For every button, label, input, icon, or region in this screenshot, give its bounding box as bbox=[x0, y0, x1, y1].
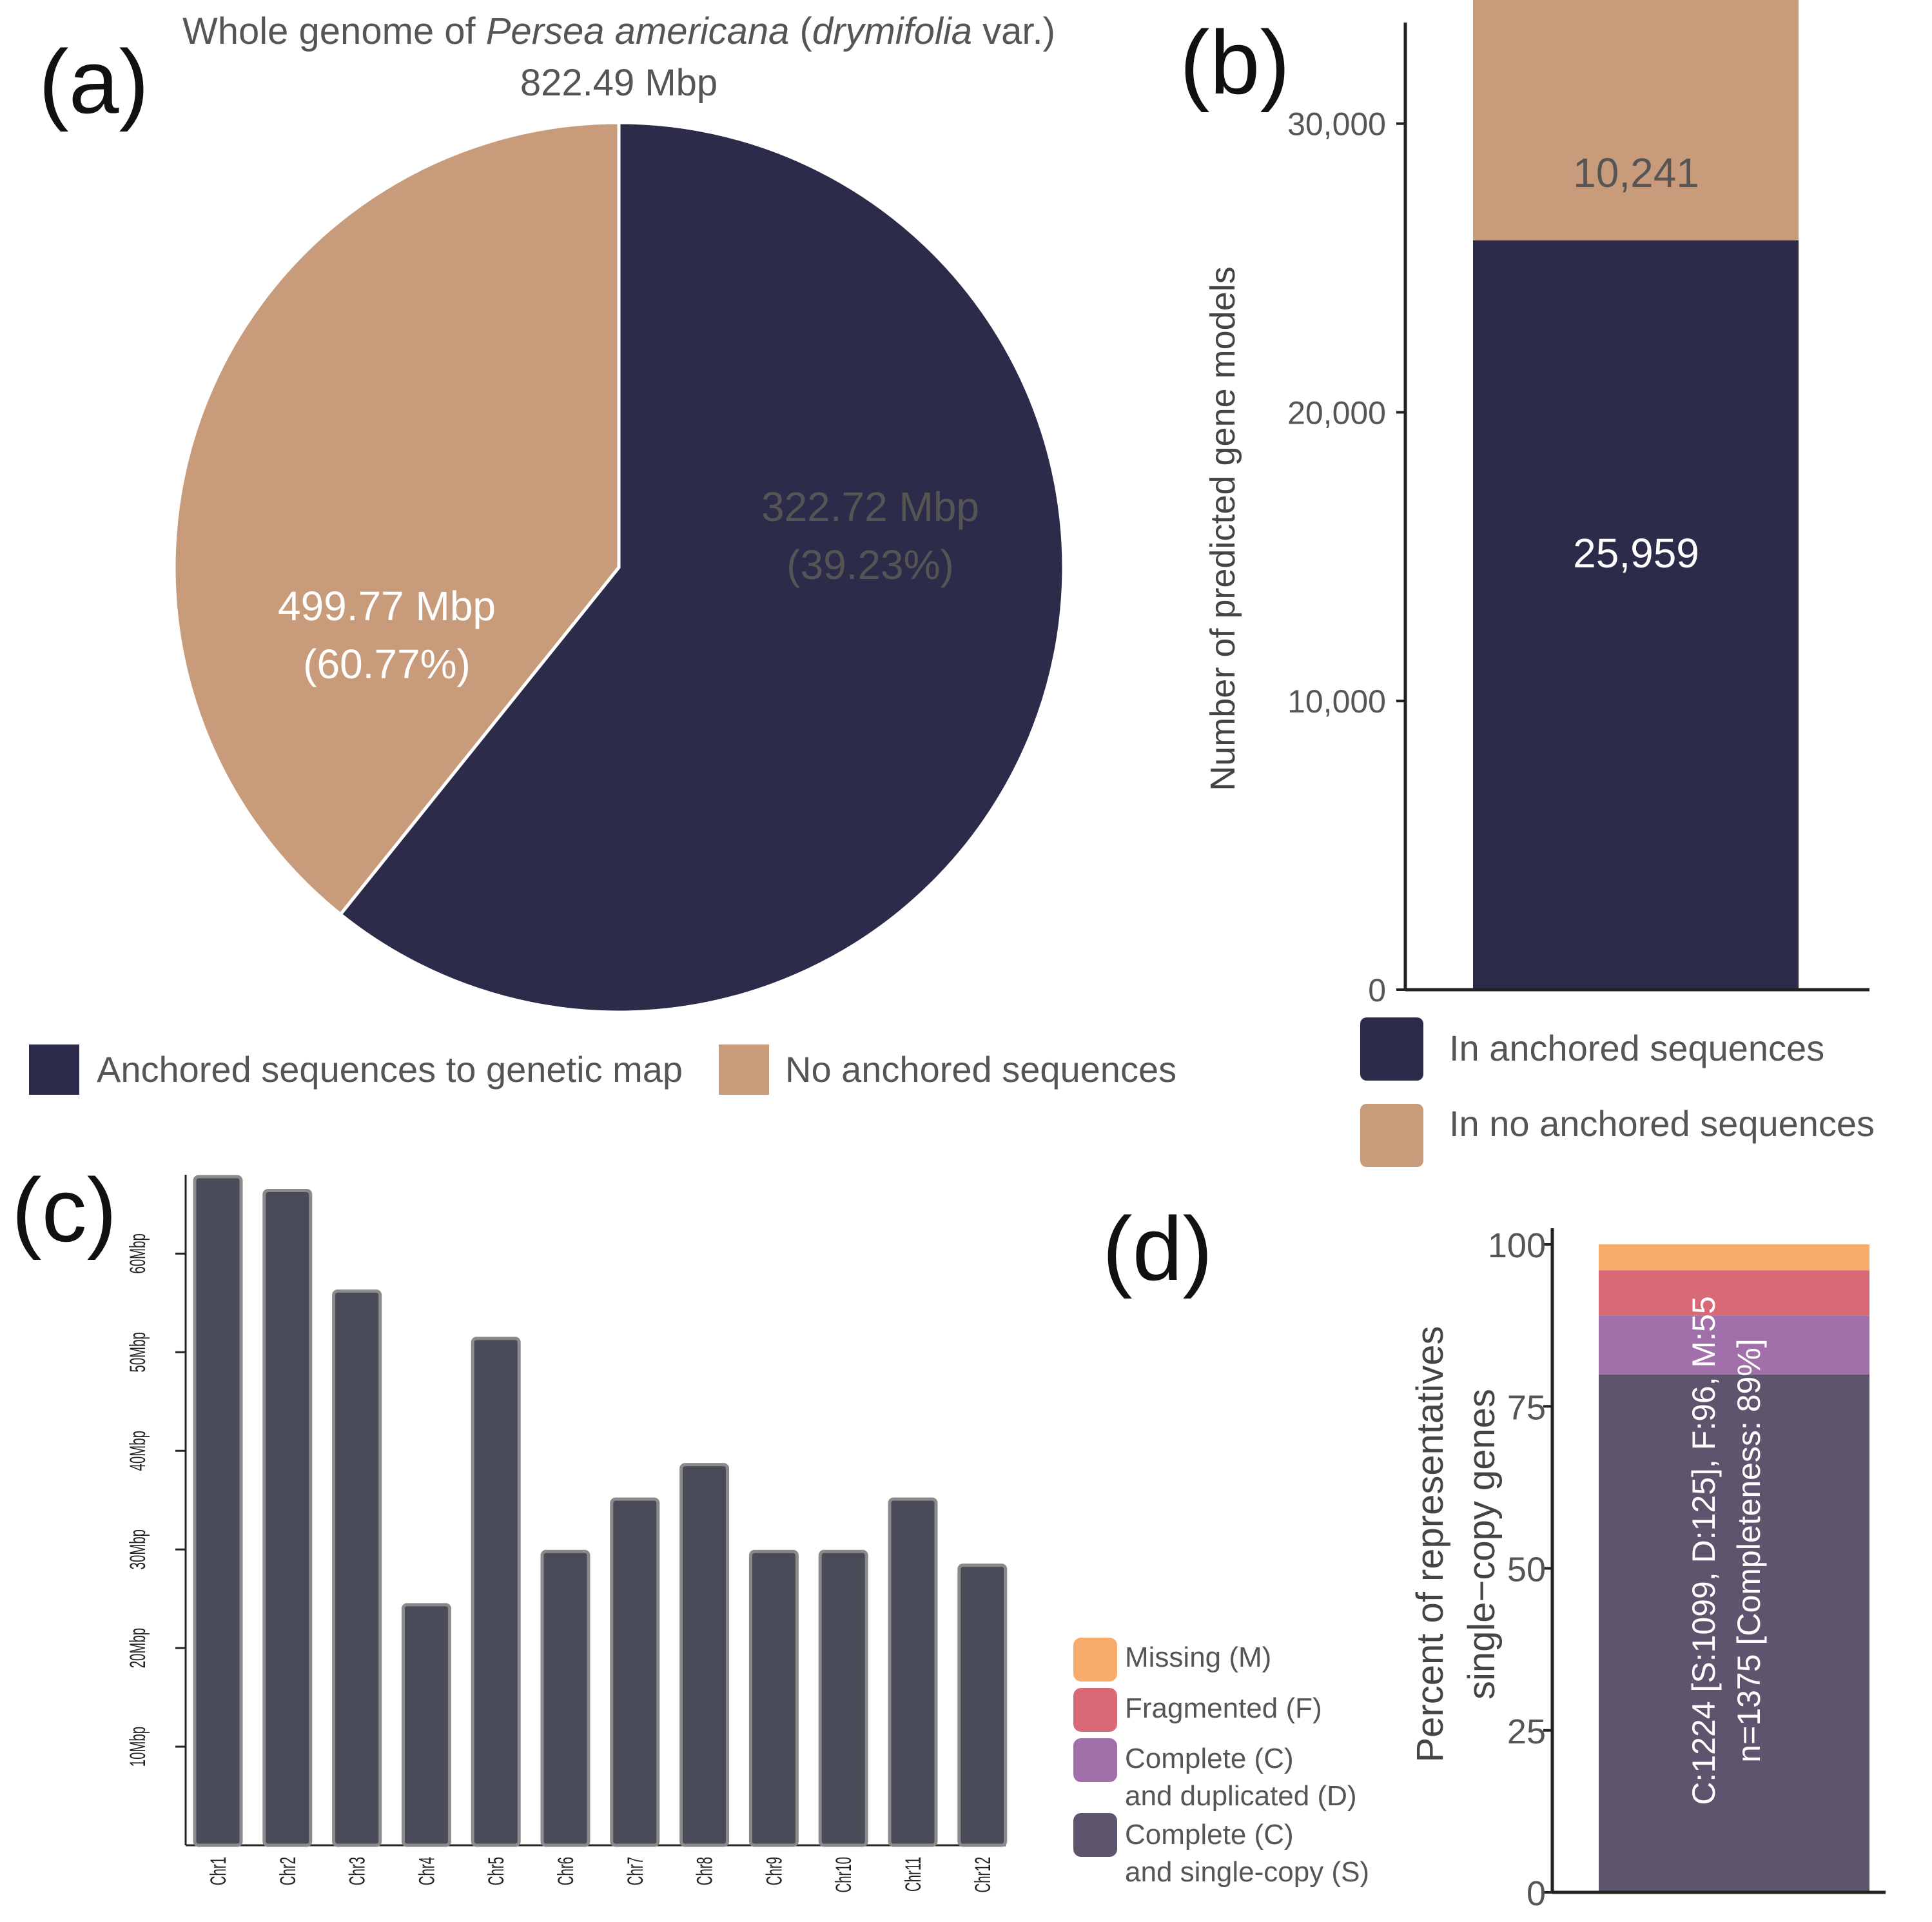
c-bar-chr11 bbox=[888, 1497, 938, 1847]
b-bar-label-unanchored: 10,241 bbox=[1573, 150, 1699, 196]
d-legend-label-fragmented: Fragmented (F) bbox=[1125, 1692, 1322, 1724]
c-y-tick-label: 40Mbp bbox=[126, 1431, 150, 1471]
c-x-tick-label: Chr11 bbox=[901, 1857, 926, 1892]
c-bar-chr5 bbox=[471, 1337, 521, 1847]
pie-label-anchored-percent: (60.77%) bbox=[303, 641, 471, 687]
c-x-tick-label: Chr7 bbox=[623, 1857, 647, 1885]
d-y-axis-label-line1: Percent of representatives bbox=[1409, 1326, 1451, 1762]
c-x-tick-label: Chr2 bbox=[275, 1857, 300, 1885]
b-bar-label-anchored: 25,959 bbox=[1573, 530, 1699, 576]
d-legend-label-single-2: and single-copy (S) bbox=[1125, 1856, 1369, 1888]
d-legend-swatch-duplicated bbox=[1073, 1738, 1117, 1782]
c-x-tick-labels: Chr1 Chr2 Chr3 Chr4 Chr5 Chr6 Chr7 Chr8 Chr9 Chr1… bbox=[206, 1857, 995, 1893]
b-legend-swatch-unanchored bbox=[1360, 1104, 1423, 1167]
d-legend-label-duplicated-1: Complete (C) bbox=[1125, 1743, 1294, 1774]
panel-b-letter: (b) bbox=[1180, 12, 1290, 113]
c-x-tick-label: Chr4 bbox=[415, 1857, 439, 1885]
pie-label-anchored-mbp: 499.77 Mbp bbox=[278, 583, 496, 629]
panel-a-letter: (a) bbox=[39, 31, 149, 132]
b-y-axis-label: Number of predicted gene models bbox=[1204, 266, 1242, 790]
c-x-tick-label: Chr9 bbox=[762, 1857, 786, 1885]
c-y-tick-label: 60Mbp bbox=[126, 1233, 150, 1273]
legend-swatch-unanchored bbox=[719, 1044, 769, 1095]
c-y-ticks: 10Mbp 20Mbp 30Mbp 40Mbp 50Mbp 60Mbp bbox=[126, 1233, 186, 1767]
c-bar-chr9 bbox=[748, 1549, 799, 1847]
d-legend-label-duplicated-2: and duplicated (D) bbox=[1125, 1780, 1357, 1812]
c-bar-chr4 bbox=[401, 1603, 451, 1847]
c-bar-chr2 bbox=[262, 1188, 313, 1847]
d-legend-swatch-missing bbox=[1073, 1638, 1117, 1682]
c-chromosome-bars bbox=[193, 1175, 1008, 1847]
c-y-tick-label: 20Mbp bbox=[126, 1628, 150, 1668]
d-y-ticks: 0 25 50 75 100 bbox=[1488, 1226, 1552, 1913]
b-y-tick-label: 30,000 bbox=[1287, 106, 1386, 142]
c-x-tick-label: Chr10 bbox=[832, 1857, 856, 1893]
b-bar-segment-anchored bbox=[1473, 240, 1799, 990]
c-x-tick-label: Chr8 bbox=[692, 1857, 717, 1885]
d-y-tick-label: 25 bbox=[1507, 1712, 1546, 1751]
d-bar-segment-missing bbox=[1599, 1244, 1869, 1271]
b-legend-label-unanchored: In no anchored sequences bbox=[1449, 1103, 1875, 1144]
c-y-tick-label: 50Mbp bbox=[126, 1332, 150, 1372]
c-x-tick-label: Chr5 bbox=[484, 1857, 509, 1885]
panel-d: (d) 0 25 50 75 100 Percent of representative… bbox=[1073, 1198, 1886, 1913]
c-x-tick-label: Chr1 bbox=[206, 1857, 231, 1885]
d-y-tick-label: 100 bbox=[1488, 1226, 1546, 1265]
b-y-tick-label: 20,000 bbox=[1287, 395, 1386, 431]
pie-subtitle: 822.49 Mbp bbox=[520, 62, 717, 104]
d-bar-segment-single bbox=[1599, 1374, 1869, 1892]
d-y-axis-label-line2: single−copy genes bbox=[1461, 1389, 1503, 1700]
d-legend-swatch-fragmented bbox=[1073, 1688, 1117, 1732]
pie-slice-anchored bbox=[338, 121, 1066, 1014]
legend-label-anchored: Anchored sequences to genetic map bbox=[97, 1049, 683, 1090]
panel-b: (b) 0 10,000 20,000 30,000 Number of predic… bbox=[1180, 0, 1875, 1167]
c-bar-chr1 bbox=[193, 1175, 243, 1847]
pie-title: Whole genome of Persea americana (drymif… bbox=[182, 10, 1055, 52]
panel-a: (a) Whole genome of Persea americana (dr… bbox=[29, 10, 1176, 1095]
stacked-bar-genes bbox=[1473, 0, 1799, 990]
d-y-tick-label: 75 bbox=[1507, 1388, 1546, 1427]
panel-d-letter: (d) bbox=[1102, 1198, 1213, 1299]
c-bar-chr8 bbox=[679, 1463, 730, 1847]
legend-label-unanchored: No anchored sequences bbox=[785, 1049, 1176, 1090]
b-y-ticks: 0 10,000 20,000 30,000 bbox=[1287, 106, 1405, 1008]
d-bar-segment-fragmented bbox=[1599, 1270, 1869, 1316]
b-y-tick-label: 10,000 bbox=[1287, 683, 1386, 720]
c-x-tick-label: Chr12 bbox=[970, 1857, 995, 1893]
d-y-tick-label: 0 bbox=[1527, 1874, 1546, 1913]
c-x-tick-label: Chr3 bbox=[345, 1857, 369, 1885]
d-legend-label-missing: Missing (M) bbox=[1125, 1642, 1271, 1673]
d-legend-label-single-1: Complete (C) bbox=[1125, 1819, 1294, 1850]
pie-label-unanchored-mbp: 322.72 Mbp bbox=[761, 484, 979, 530]
b-legend-label-anchored: In anchored sequences bbox=[1449, 1028, 1824, 1068]
b-y-tick-label: 0 bbox=[1368, 972, 1386, 1008]
panel-c-letter: (c) bbox=[12, 1159, 117, 1260]
d-bar-segment-duplicated bbox=[1599, 1315, 1869, 1375]
d-y-tick-label: 50 bbox=[1507, 1551, 1546, 1589]
b-bar-segment-unanchored bbox=[1473, 0, 1799, 240]
d-annotation-line2: n=1375 [Completeness: 89%] bbox=[1731, 1339, 1767, 1762]
c-bar-chr6 bbox=[540, 1549, 590, 1847]
d-busco-stacked-bar bbox=[1599, 1244, 1869, 1892]
c-bar-chr3 bbox=[332, 1289, 382, 1847]
pie-slice-unanchored bbox=[172, 121, 621, 917]
d-annotation-line1: C:1224 [S:1099, D:125], F:96, M:55 bbox=[1686, 1296, 1722, 1805]
legend-swatch-anchored bbox=[29, 1044, 79, 1095]
pie-label-unanchored-percent: (39.23%) bbox=[786, 542, 954, 588]
c-y-tick-label: 10Mbp bbox=[126, 1727, 150, 1767]
c-bar-chr10 bbox=[818, 1549, 868, 1847]
d-legend-swatch-single bbox=[1073, 1813, 1117, 1857]
c-bar-chr12 bbox=[957, 1564, 1008, 1847]
pie-slices bbox=[172, 121, 1066, 1014]
c-y-tick-label: 30Mbp bbox=[126, 1529, 150, 1569]
c-x-tick-label: Chr6 bbox=[554, 1857, 578, 1885]
b-legend-swatch-anchored bbox=[1360, 1017, 1423, 1081]
c-bar-chr7 bbox=[610, 1497, 660, 1847]
